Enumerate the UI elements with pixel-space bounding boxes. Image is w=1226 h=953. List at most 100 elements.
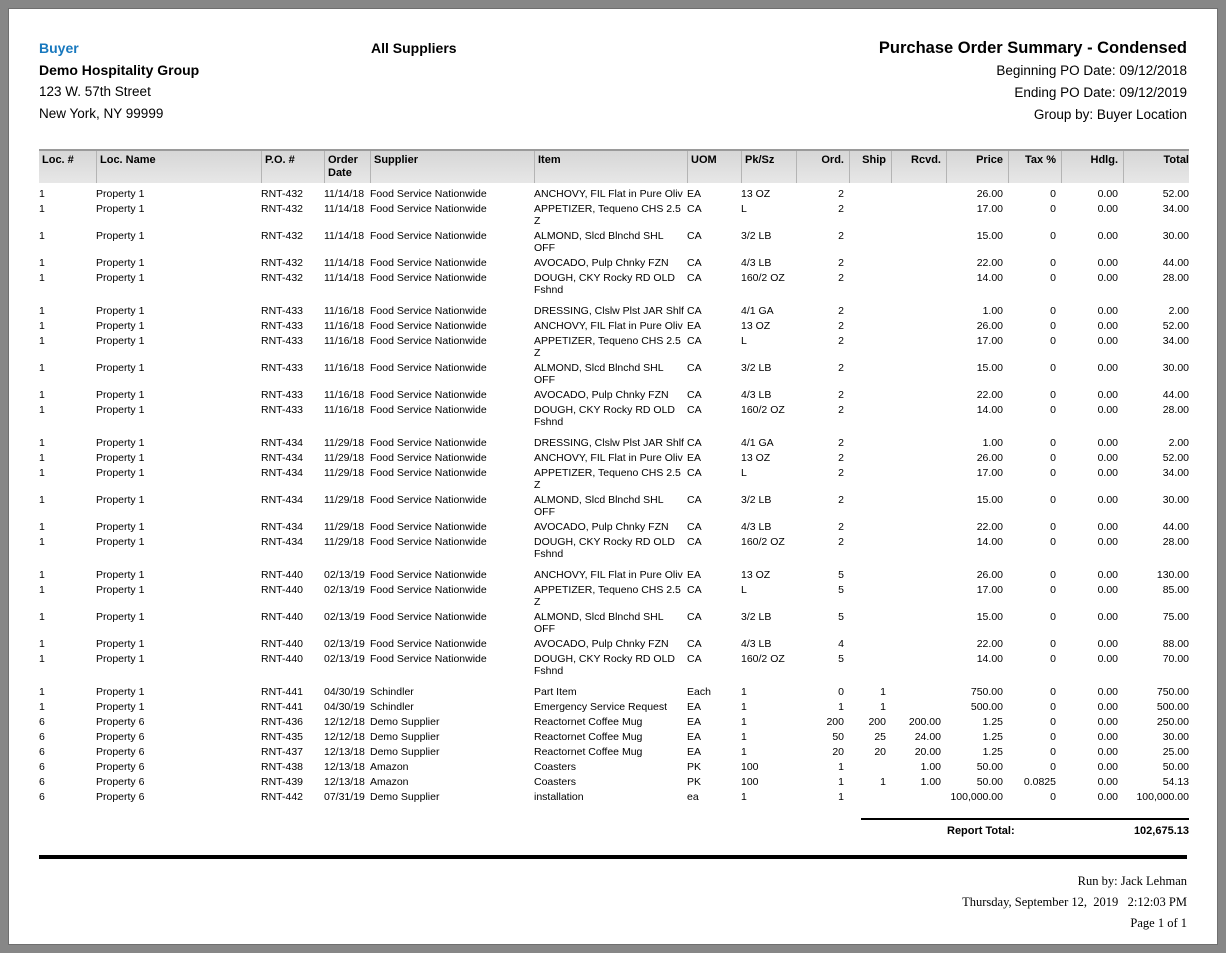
cell-order_date: 02/13/19 (324, 638, 365, 650)
cell-pk_sz: 3/2 LB (741, 494, 772, 506)
cell-rcvd (891, 582, 946, 585)
title-block: Purchase Order Summary - Condensed Begin… (879, 37, 1187, 126)
cell-po_num: RNT-433 (261, 335, 304, 347)
cell-item: DOUGH, CKY Rocky RD OLD Fshnd (534, 404, 675, 428)
cell-ord: 2 (838, 272, 844, 284)
buyer-label: Buyer (39, 40, 79, 56)
table-row: 1 Property 1 RNT-434 11/29/18 Food Service N… (39, 492, 1189, 519)
cell-pk_sz: 4/1 GA (741, 305, 774, 317)
cell-supplier: Demo Supplier (370, 731, 440, 743)
cell-tax_pct: 0 (1050, 791, 1056, 803)
cell-po_num: RNT-432 (261, 257, 304, 269)
cell-po_num: RNT-440 (261, 584, 304, 596)
cell-supplier: Food Service Nationwide (370, 362, 487, 374)
cell-uom: PK (687, 776, 702, 788)
cell-order_date: 11/14/18 (324, 230, 365, 242)
cell-ship (849, 759, 891, 762)
cell-total: 130.00 (1156, 569, 1189, 581)
cell-item: APPETIZER, Tequeno CHS 2.5 Z (534, 584, 681, 608)
cell-po_num: RNT-434 (261, 494, 304, 506)
cell-item: AVOCADO, Pulp Chnky FZN (534, 521, 669, 533)
cell-tax_pct: 0 (1050, 701, 1056, 713)
cell-order_date: 11/29/18 (324, 467, 365, 479)
cell-loc_num: 1 (39, 362, 45, 374)
cell-uom: CA (687, 653, 702, 665)
cell-order_date: 11/29/18 (324, 521, 365, 533)
cell-uom: EA (687, 716, 702, 728)
cell-supplier: Food Service Nationwide (370, 389, 487, 401)
cell-po_num: RNT-432 (261, 230, 304, 242)
cell-ord: 50 (832, 731, 844, 743)
cell-loc_num: 1 (39, 653, 45, 665)
cell-po_num: RNT-435 (261, 731, 304, 743)
cell-price: 1.00 (982, 437, 1003, 449)
cell-ship (849, 333, 891, 336)
cell-loc_name: Property 1 (96, 188, 145, 200)
cell-supplier: Food Service Nationwide (370, 638, 487, 650)
cell-order_date: 11/29/18 (324, 536, 365, 548)
cell-price: 14.00 (976, 272, 1003, 284)
cell-ord: 5 (838, 584, 844, 596)
table-header-row: Loc. # Loc. Name P.O. # Order Date Supplier I… (39, 149, 1189, 183)
cell-tax_pct: 0.0825 (1023, 776, 1056, 788)
cell-ship (849, 360, 891, 363)
cell-tax_pct: 0 (1050, 638, 1056, 650)
cell-tax_pct: 0 (1050, 230, 1056, 242)
cell-order_date: 11/16/18 (324, 404, 365, 416)
cell-item: ANCHOVY, FIL Flat in Pure Oliv (534, 569, 683, 581)
cell-rcvd (891, 651, 946, 654)
cell-pk_sz: 4/3 LB (741, 521, 772, 533)
cell-order_date: 11/14/18 (324, 257, 365, 269)
cell-uom: CA (687, 404, 702, 416)
column-header-supplier: Supplier (370, 151, 534, 183)
cell-order_date: 11/16/18 (324, 305, 365, 317)
cell-ship (849, 465, 891, 468)
cell-order_date: 04/30/19 (324, 686, 365, 698)
cell-ship (849, 201, 891, 204)
cell-tax_pct: 0 (1050, 584, 1056, 596)
cell-item: Coasters (534, 776, 577, 788)
cell-hdlg: 0.00 (1097, 761, 1118, 773)
cell-total: 30.00 (1162, 494, 1189, 506)
cell-total: 85.00 (1162, 584, 1189, 596)
cell-ship (849, 609, 891, 612)
cell-order_date: 07/31/19 (324, 791, 365, 803)
cell-loc_num: 6 (39, 791, 45, 803)
column-header-loc_num: Loc. # (42, 154, 74, 166)
cell-loc_name: Property 1 (96, 320, 145, 332)
page-footer: Run by: Jack Lehman Thursday, September … (39, 855, 1187, 934)
buyer-name: Demo Hospitality Group (39, 62, 200, 78)
cell-order_date: 02/13/19 (324, 611, 365, 623)
cell-uom: CA (687, 362, 702, 374)
cell-po_num: RNT-440 (261, 569, 304, 581)
cell-rcvd (891, 402, 946, 405)
table-row: 1 Property 1 RNT-440 02/13/19 Food Service N… (39, 651, 1189, 678)
column-header-order_date: Order Date (324, 151, 370, 183)
cell-loc_num: 6 (39, 776, 45, 788)
table-row: 1 Property 1 RNT-441 04/30/19 Schindler Part … (39, 684, 1189, 699)
cell-item: ANCHOVY, FIL Flat in Pure Oliv (534, 320, 683, 332)
cell-order_date: 11/29/18 (324, 494, 365, 506)
cell-pk_sz: 3/2 LB (741, 611, 772, 623)
cell-hdlg: 0.00 (1097, 362, 1118, 374)
ending-po-date: Ending PO Date: 09/12/2019 (1014, 85, 1187, 100)
cell-supplier: Food Service Nationwide (370, 272, 487, 284)
cell-tax_pct: 0 (1050, 452, 1056, 464)
cell-po_num: RNT-437 (261, 746, 304, 758)
table-row: 1 Property 1 RNT-434 11/29/18 Food Service N… (39, 519, 1189, 534)
cell-price: 26.00 (976, 452, 1003, 464)
cell-supplier: Food Service Nationwide (370, 452, 487, 464)
cell-supplier: Food Service Nationwide (370, 611, 487, 623)
cell-tax_pct: 0 (1050, 653, 1056, 665)
cell-rcvd (891, 519, 946, 522)
cell-uom: Each (687, 686, 711, 698)
cell-hdlg: 0.00 (1097, 272, 1118, 284)
supplier-filter-label: All Suppliers (371, 40, 457, 56)
cell-ord: 2 (838, 188, 844, 200)
cell-supplier: Food Service Nationwide (370, 584, 487, 596)
cell-hdlg: 0.00 (1097, 257, 1118, 269)
cell-price: 17.00 (976, 203, 1003, 215)
table-row: 1 Property 1 RNT-434 11/29/18 Food Service N… (39, 435, 1189, 450)
cell-price: 1.00 (982, 305, 1003, 317)
report-title: Purchase Order Summary - Condensed (878, 39, 1187, 57)
